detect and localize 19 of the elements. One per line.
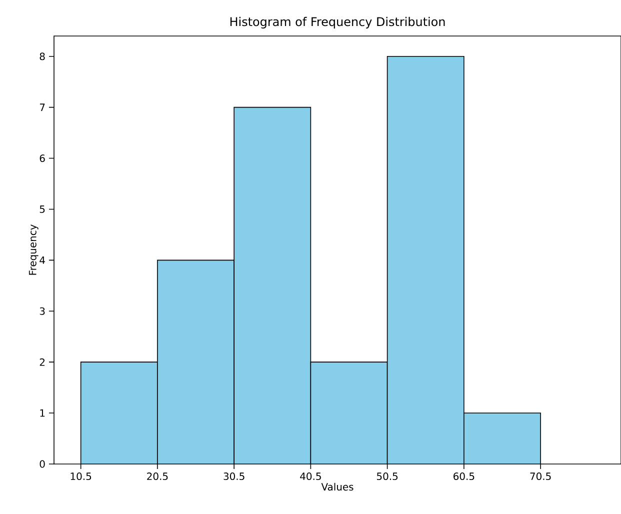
x-tick-label: 30.5 xyxy=(224,472,244,480)
y-tick-label: 2 xyxy=(40,358,44,366)
x-tick-label: 40.5 xyxy=(300,472,321,480)
x-tick-label: 70.5 xyxy=(530,472,551,480)
x-tick-label: 10.5 xyxy=(70,472,92,480)
y-tick-label: 5 xyxy=(40,206,45,213)
y-tick-label: 8 xyxy=(40,52,45,60)
x-tick-label: 50.5 xyxy=(376,472,398,480)
y-tick-label: 6 xyxy=(40,154,45,162)
x-axis-title: Values xyxy=(321,482,354,491)
y-tick-label: 3 xyxy=(40,307,45,315)
x-tick-label: 20.5 xyxy=(147,472,168,480)
y-tick-label: 4 xyxy=(40,256,45,264)
y-axis-title: Frequency xyxy=(28,224,38,275)
y-tick-label: 7 xyxy=(40,104,45,111)
y-tick-label: 0 xyxy=(40,460,45,468)
y-tick-label: 1 xyxy=(40,409,45,417)
chart-title: Histogram of Frequency Distribution xyxy=(230,16,445,28)
x-tick-label: 60.5 xyxy=(454,472,474,480)
